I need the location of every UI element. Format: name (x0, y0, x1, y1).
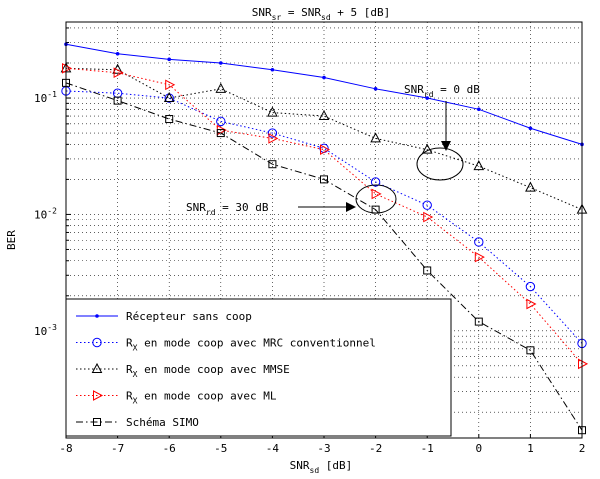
chart-title: SNRsr = SNRsd + 5 [dB] (252, 6, 391, 22)
y-tick-label: 10-1 (34, 90, 57, 105)
x-tick-label: 2 (579, 442, 586, 455)
series-marker (322, 75, 326, 80)
x-tick-label: -8 (59, 442, 72, 455)
series-marker (167, 57, 171, 62)
series-marker (91, 362, 103, 373)
series-marker (115, 51, 120, 56)
series-marker (320, 175, 328, 184)
plot-frame (65, 21, 583, 439)
legend: Récepteur sans coop RX en mode coop avec … (65, 298, 452, 437)
series-marker (268, 133, 279, 144)
legend-label: Schéma SIMO (126, 416, 199, 429)
x-tick-label: -1 (421, 442, 434, 455)
legend-item-3: RX en mode coop avec ML (76, 390, 277, 406)
annotation-label: SNRrd = 0 dB (404, 83, 480, 99)
series-marker (216, 129, 225, 138)
series-marker (578, 358, 589, 370)
series-marker (95, 314, 99, 318)
series-marker (165, 79, 176, 91)
series-marker (92, 337, 102, 348)
annotation-snr-rd-0: SNRrd = 0 dB (404, 83, 480, 181)
series-marker (113, 96, 122, 105)
series-marker (474, 317, 483, 326)
legend-item-0: Récepteur sans coop (76, 310, 252, 323)
series-marker (421, 143, 433, 154)
series-line (65, 82, 583, 431)
legend-item-1: RX en mode coop avec MRC conventionnel (76, 337, 376, 353)
x-tick-label: 1 (527, 442, 534, 455)
legend-item-2: RX en mode coop avec MMSE (76, 362, 290, 379)
x-tick-label: -6 (163, 442, 176, 455)
series-marker (526, 346, 535, 355)
y-ticks: 10-1 10-2 10-3 (34, 27, 71, 413)
series-marker (165, 115, 174, 124)
legend-label: RX en mode coop avec MRC conventionnel (126, 337, 376, 353)
series-marker (477, 107, 481, 112)
series-marker (267, 106, 278, 117)
series-marker (318, 109, 330, 121)
legend-label: RX en mode coop avec MMSE (126, 363, 290, 379)
y-tick-label: 10-3 (34, 323, 57, 338)
legend-label: RX en mode coop avec ML (126, 390, 277, 406)
series-marker (474, 251, 485, 263)
series-marker (215, 82, 227, 93)
series-marker (373, 87, 378, 91)
series-marker (268, 160, 277, 169)
series-marker (93, 418, 101, 426)
series-marker (370, 177, 381, 187)
series-marker (270, 67, 275, 72)
series-marker (371, 188, 382, 200)
series-marker (320, 144, 331, 156)
series-marker (528, 126, 533, 131)
legend-box (65, 298, 452, 437)
arrow-head (441, 141, 451, 151)
series-marker (62, 62, 73, 74)
y-tick-label: 10-2 (34, 206, 57, 221)
series-marker (525, 281, 536, 292)
x-axis-label: SNRsd [dB] (290, 459, 353, 475)
x-tick-label: 0 (475, 442, 482, 455)
series-line (65, 67, 583, 211)
series-marker (370, 132, 381, 143)
series-marker (423, 211, 434, 223)
series-marker (473, 160, 485, 171)
series-marker (422, 200, 432, 210)
series-marker (219, 61, 223, 65)
x-tick-label: -2 (369, 442, 382, 455)
annotation-ellipse (416, 147, 464, 181)
legend-item-4: Schéma SIMO (76, 416, 199, 429)
series-marker (474, 237, 484, 247)
x-tick-label: -4 (266, 442, 280, 455)
series-marker (526, 298, 537, 310)
series-2 (60, 62, 588, 214)
series-marker (93, 390, 104, 401)
legend-label: Récepteur sans coop (126, 310, 252, 323)
series-marker (163, 91, 175, 103)
series-marker (423, 266, 432, 275)
y-axis-label: BER (5, 230, 18, 250)
annotation-ellipse (355, 184, 397, 214)
series-marker (525, 181, 536, 192)
x-ticks: -8 -7 -6 -5 -4 -3 -2 -1 0 1 2 (59, 434, 585, 455)
x-tick-label: -7 (111, 442, 124, 455)
series-marker (267, 128, 278, 138)
x-tick-label: -5 (214, 442, 227, 455)
arrow-head (346, 202, 356, 212)
series-0 (64, 42, 584, 147)
series-marker (216, 116, 226, 127)
series-marker (113, 67, 124, 79)
x-tick-label: -3 (317, 442, 330, 455)
annotation-snr-rd-30: SNRrd = 30 dB (186, 184, 397, 217)
annotation-label: SNRrd = 30 dB (186, 201, 269, 217)
series-marker (425, 96, 430, 100)
